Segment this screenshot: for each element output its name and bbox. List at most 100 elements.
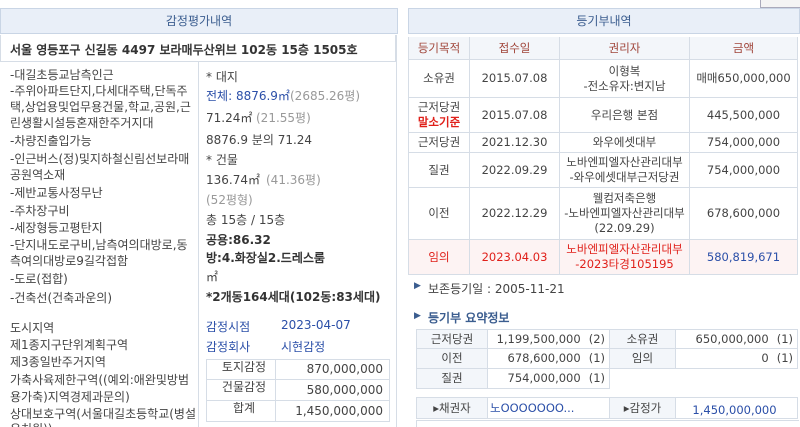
collapse-button[interactable] [760, 0, 800, 8]
amount: 445,500,000 [706, 107, 781, 122]
amount-cell: 754,000,000 [690, 133, 798, 153]
summary-text: 1,199,500,000 [496, 331, 581, 346]
date-cell: 2023.04.03 [470, 240, 560, 275]
purpose-cell: 근저당권 말소기준 [408, 98, 470, 133]
appraisal-label: ▸감정가 [610, 397, 676, 419]
building-pyeong: (41.36평) [266, 173, 321, 187]
summary-cell: 이전 [416, 349, 488, 369]
valuation-label: 건물감정 [206, 380, 276, 401]
holder-cell: 우리은행 본점 [560, 98, 690, 133]
summary-text: 678,600,000 [507, 351, 581, 365]
summary-cell: 754,000,000 (1) [488, 369, 610, 389]
date-cell: 2022.09.29 [470, 153, 560, 188]
date: 2015.07.08 [481, 107, 548, 122]
note-line: 공원역소재 [10, 168, 66, 182]
note-line: -단지내도로구비,남측여의대방로,동 [10, 238, 188, 252]
appraisal-value: 1,450,000,000 [676, 397, 798, 419]
holder: 와우에셋대부 [592, 135, 657, 149]
amount-cell: 678,600,000 [690, 188, 798, 240]
date-cell: 2021.12.30 [470, 133, 560, 153]
note-line: -대길초등교남측인근 [10, 68, 114, 82]
date-cell: 2015.07.08 [470, 60, 560, 98]
note-line: 린생활시설등혼재한주거지대 [10, 116, 154, 130]
summary-count: (1) [776, 331, 793, 346]
amount: 754,000,000 [706, 162, 781, 177]
holder-cell: 노바엔피엘자산관리대부 -2023타경105195 [560, 240, 690, 275]
creditor-label: ▸채권자 [416, 397, 488, 419]
column-header: 금액 [690, 37, 798, 60]
valuation-label: 토지감정 [206, 359, 276, 380]
valuation-label: 합계 [206, 401, 276, 422]
zoning-line: 상대보호구역(서울대길초등학교(병설 [10, 407, 197, 421]
building-type: (52평형) [206, 193, 253, 207]
land-share: 8876.9 분의 71.24 [206, 133, 313, 147]
address-bar [0, 35, 396, 62]
zoning-line: 제1종지구단위계획구역 [10, 338, 129, 352]
purpose: 이전 [428, 206, 450, 220]
summary-text: 754,000,000 [507, 371, 581, 385]
date: 2022.12.29 [481, 206, 548, 220]
summary-cell: 임의 [610, 349, 676, 369]
building-unit: ㎡ [206, 270, 219, 284]
amount-cell: 754,000,000 [690, 153, 798, 188]
summary-count: (1) [776, 351, 793, 365]
purpose: 질권 [428, 162, 450, 177]
amount-cell: 580,819,671 [690, 240, 798, 275]
summary-text: 소유권 [626, 331, 659, 346]
summary-cell: 678,600,000 (1) [488, 349, 610, 369]
bullet: ▶ [414, 311, 421, 321]
holder: 웰컴저축은행 [592, 191, 657, 205]
holder: -2023타경105195 [575, 257, 674, 271]
summary-text: 근저당권 [430, 331, 474, 346]
address: 서울 영등포구 신길동 4497 보라매두산위브 102동 15층 1505호 [10, 43, 358, 57]
summary-count: (1) [588, 351, 605, 365]
note-line: -차량진출입가능 [10, 134, 92, 148]
preservation-date: 보존등기일 : 2005-11-21 [428, 282, 565, 296]
amount-cell: 445,500,000 [690, 98, 798, 133]
building-area: 136.74㎡ [206, 173, 260, 187]
note-line: -세장형등고평탄지 [10, 221, 103, 235]
building-floors: 총 15층 / 15층 [206, 213, 286, 227]
land-total: 전체: 8876.9㎡ [206, 89, 290, 103]
summary-text: 650,000,000 [695, 331, 769, 346]
amount: 678,600,000 [706, 206, 781, 220]
summary-cell: 650,000,000 (1) [676, 329, 798, 349]
zoning-line: 도시지역 [10, 321, 55, 335]
holder: -노바엔피엘자산관리대부 [564, 206, 685, 220]
date-cell: 2015.07.08 [470, 98, 560, 133]
zoning-line: 용가축)지역경제과문의) [10, 390, 130, 404]
valuation-value: 1,450,000,000 [276, 401, 390, 422]
note-line: -주차장구비 [10, 204, 70, 218]
holder: -전소유자:변지남 [583, 78, 666, 93]
land-pyeong: (2685.26평) [290, 89, 361, 103]
amount: 754,000,000 [706, 135, 781, 149]
summary-title: 등기부 요약정보 [428, 311, 510, 325]
purpose: 근저당권 [417, 100, 461, 114]
purpose-cell: 이전 [408, 188, 470, 240]
date: 2021.12.30 [481, 135, 548, 149]
summary-cell: 소유권 [610, 329, 676, 349]
summary-cell: 0 (1) [676, 349, 798, 369]
holder-cell: 와우에셋대부 [560, 133, 690, 153]
purpose: 임의 [428, 249, 450, 264]
holder: (22.09.29) [594, 221, 655, 235]
note-line: -도로(접합) [10, 272, 68, 286]
divider [198, 62, 199, 427]
note-line: -주위아파트단지,다세대주택,단독주 [10, 84, 188, 98]
date: 2023.04.03 [481, 249, 548, 264]
cancel-basis: 말소기준 [417, 115, 461, 129]
company: 시현감정 [281, 340, 326, 354]
column-header: 접수일 [470, 37, 560, 60]
purpose-cell: 근저당권 [408, 133, 470, 153]
holder-cell: 이형복 -전소유자:변지남 [560, 60, 690, 98]
purpose-cell: 소유권 [408, 60, 470, 98]
summary-cell: 1,199,500,000 (2) [488, 329, 610, 349]
amount: 580,819,671 [706, 249, 781, 264]
land-area: 71.24㎡ [206, 111, 253, 125]
panel-header: 감정평가내역 [0, 8, 398, 34]
summary-text: 0 [761, 351, 769, 365]
note-line: 택,상업용및업무용건물,학교,공원,근 [10, 100, 191, 114]
purpose: 근저당권 [417, 135, 461, 149]
holder-cell: 노바엔피엘자산관리대부 -와우에셋대부근저당권 [560, 153, 690, 188]
